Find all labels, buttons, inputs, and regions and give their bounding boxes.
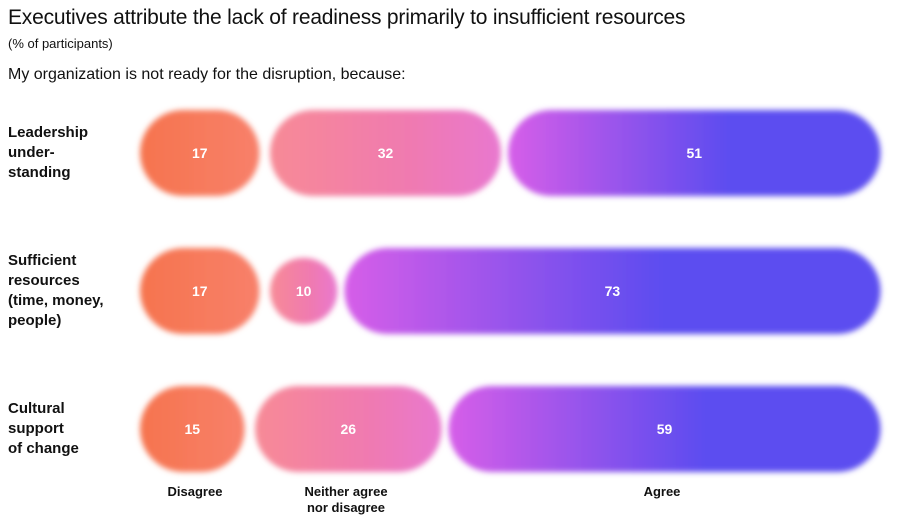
row-label-line: (time, money, [8, 292, 104, 309]
row-label-line: people) [8, 312, 62, 329]
value-neither: 10 [296, 283, 312, 299]
bar-agree [344, 248, 881, 334]
value-agree: 73 [605, 283, 621, 299]
value-agree: 51 [686, 145, 702, 161]
chart-question: My organization is not ready for the dis… [8, 66, 406, 83]
value-disagree: 15 [185, 421, 201, 437]
chart-title: Executives attribute the lack of readine… [8, 6, 686, 29]
value-disagree: 17 [192, 145, 208, 161]
series-label: Agree [592, 484, 732, 500]
row-label-line: Sufficient [8, 252, 77, 269]
bar-disagree [140, 110, 260, 196]
row-label-line: support [8, 420, 64, 437]
row-label-line: Cultural [8, 400, 65, 417]
row-label-line: of change [8, 440, 79, 457]
bar-disagree [140, 248, 260, 334]
value-disagree: 17 [192, 283, 208, 299]
value-neither: 26 [341, 421, 357, 437]
row-label-line: Leadership [8, 124, 89, 141]
value-agree: 59 [657, 421, 673, 437]
bars-group [140, 110, 881, 472]
series-label-line: nor disagree [306, 500, 386, 515]
series-label: Neither agree nor disagree [276, 484, 416, 516]
row-label: Sufficient resources (time, money, people) [8, 251, 128, 331]
bar-agree [448, 386, 881, 472]
series-label: Disagree [125, 484, 265, 500]
row-label: Cultural support of change [8, 399, 128, 459]
row-label-line: resources [8, 272, 80, 289]
series-label-line: Agree [643, 484, 681, 499]
bar-neither [269, 258, 338, 324]
bar-agree [508, 110, 881, 196]
bar-neither [269, 110, 502, 196]
row-label-line: standing [8, 164, 71, 181]
series-label-line: Neither agree [304, 484, 388, 499]
value-neither: 32 [378, 145, 394, 161]
chart-subtitle: (% of participants) [8, 36, 113, 51]
row-label-line: under- [8, 144, 55, 161]
value-labels-group: 17 32 51 17 10 73 15 26 59 [185, 145, 703, 437]
bar-neither [255, 386, 442, 472]
row-label: Leadership under-standing [8, 123, 128, 183]
series-label-line: Disagree [167, 484, 223, 499]
bar-disagree [140, 386, 245, 472]
